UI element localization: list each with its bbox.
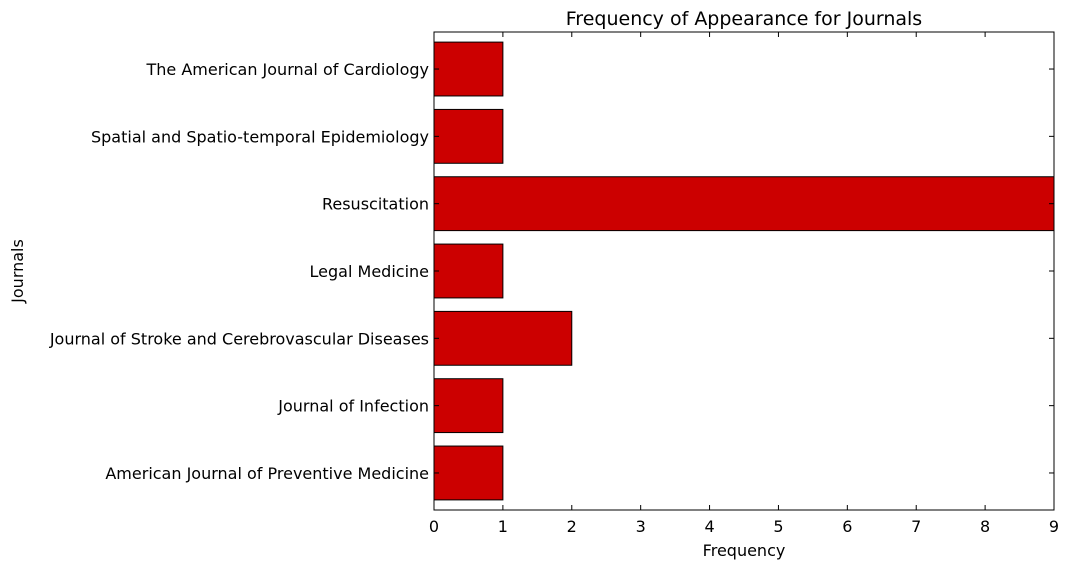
bar-2	[433, 378, 504, 434]
y-ticks-group: American Journal of Preventive Medicine J…	[49, 60, 1054, 483]
y-tick-label: Spatial and Spatio-temporal Epidemiology	[91, 127, 429, 146]
y-tick-label: Legal Medicine	[310, 262, 429, 281]
x-tick-label: 8	[980, 517, 990, 536]
bar-3	[433, 310, 573, 366]
x-tick-label: 2	[567, 517, 577, 536]
y-tick-label: Resuscitation	[322, 195, 429, 214]
y-tick-label: American Journal of Preventive Medicine	[105, 464, 429, 483]
y-tick-label: Journal of Stroke and Cerebrovascular Di…	[49, 329, 429, 348]
bar-4	[433, 243, 504, 299]
bar-6	[433, 108, 504, 164]
y-tick-label: The American Journal of Cardiology	[145, 60, 429, 79]
bar-1	[433, 445, 504, 501]
x-tick-label: 5	[773, 517, 783, 536]
x-ticks-group: 0 1 2 3 4 5 6 7 8 9	[429, 32, 1059, 536]
y-axis-label: Journals	[8, 239, 27, 304]
x-tick-label: 0	[429, 517, 439, 536]
x-tick-label: 1	[498, 517, 508, 536]
x-tick-label: 6	[842, 517, 852, 536]
x-tick-label: 9	[1049, 517, 1059, 536]
x-tick-label: 4	[704, 517, 714, 536]
x-tick-label: 3	[636, 517, 646, 536]
chart-title: Frequency of Appearance for Journals	[566, 8, 922, 30]
bar-7	[433, 41, 504, 97]
plot-frame	[433, 31, 1055, 511]
bar-5	[433, 176, 1055, 232]
x-axis-label: Frequency	[703, 541, 786, 560]
y-tick-label: Journal of Infection	[277, 397, 429, 416]
bars-group	[433, 41, 1055, 501]
x-tick-label: 7	[911, 517, 921, 536]
